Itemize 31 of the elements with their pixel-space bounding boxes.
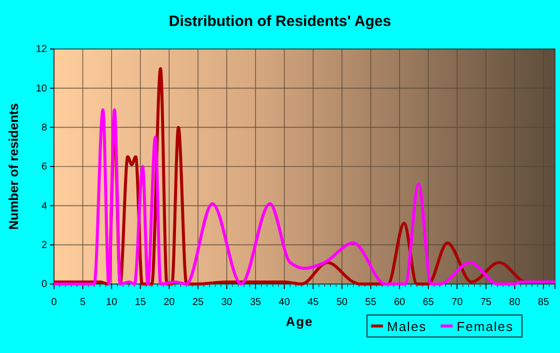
y-tick-label: 12 [36,44,48,56]
x-tick-label: 70 [452,297,464,308]
x-tick-label: 25 [192,297,204,308]
chart-title: Distribution of Residents' Ages [168,13,392,30]
x-tick-label: 65 [422,297,434,308]
x-tick-label: 85 [538,297,550,308]
y-tick-label: 6 [41,162,48,173]
y-tick-label: 10 [36,83,48,94]
line-series [52,108,556,286]
x-tick-label: 35 [250,297,262,308]
x-tick-label: 10 [106,297,118,308]
x-tick-label: 75 [480,297,492,308]
y-axis-title: Number of residents [6,103,21,230]
legend-label: Females [456,319,514,334]
x-tick-label: 50 [336,297,348,308]
y-tick-label: 8 [41,122,48,134]
x-axis-title: Age [286,314,314,329]
x-tick-label: 60 [394,297,406,308]
x-tick-label: 55 [365,297,377,308]
x-tick-label: 80 [509,297,521,308]
x-tick-label: 40 [278,297,290,308]
x-tick-label: 5 [80,297,86,308]
x-tick-label: 0 [51,297,58,308]
x-tick-label: 20 [164,297,176,308]
y-tick-label: 2 [41,240,48,252]
y-tick-label: 4 [41,200,48,212]
x-tick-label: 15 [134,297,146,308]
x-tick-label: 45 [308,297,320,308]
y-tick-label: 0 [41,279,48,290]
legend-label: Males [387,319,427,334]
x-tick-label: 30 [221,297,233,308]
